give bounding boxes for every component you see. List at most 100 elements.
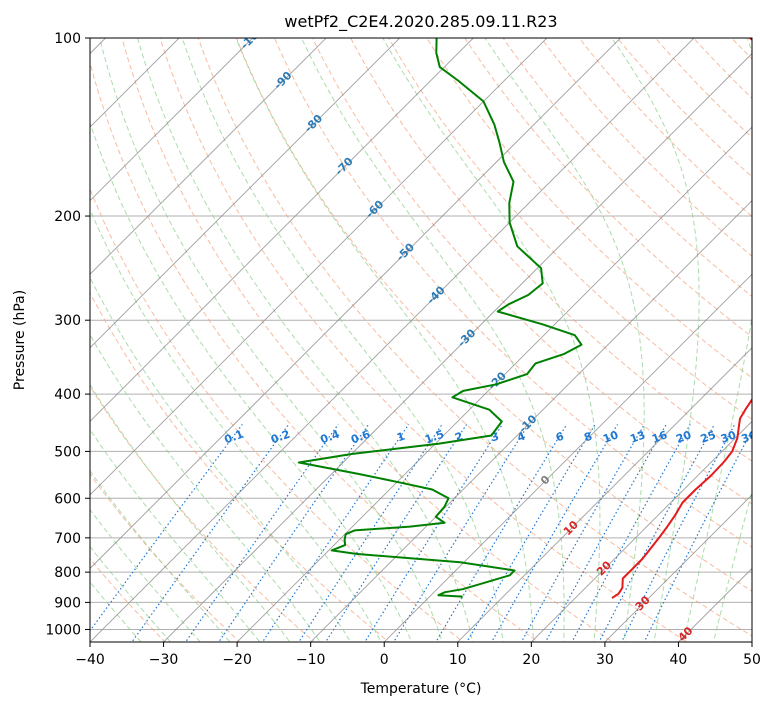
y-tick-label: 400 (54, 387, 81, 403)
mixing-ratio-label: 0.2 (269, 428, 292, 447)
mixing-ratio-line (325, 424, 468, 642)
mixing-ratio-line (544, 424, 667, 642)
moist-adiabat (136, 38, 474, 642)
mixing-ratio-line (364, 424, 503, 642)
mixing-ratio-line (466, 424, 596, 642)
dry-adiabat (90, 291, 390, 642)
plot-area: -100-90-80-70-60-50-40-30-20-10010203040… (0, 11, 752, 654)
y-tick-label: 100 (54, 31, 81, 47)
mixing-ratio-line (298, 424, 443, 642)
isotherm (90, 38, 474, 422)
dry-adiabat (273, 38, 752, 548)
dry-adiabat (616, 38, 752, 178)
y-tick-label: 700 (54, 531, 81, 547)
dry-adiabat (90, 385, 316, 642)
mixing-ratio-label: 30 (719, 428, 738, 446)
mixing-ratio-label: 0.6 (349, 427, 372, 446)
dry-adiabat (311, 38, 752, 505)
dry-adiabat (90, 473, 241, 642)
mixing-ratio-label: 25 (699, 428, 718, 445)
isotherm (383, 273, 752, 642)
moist-adiabat (382, 38, 601, 642)
isotherm (90, 38, 254, 202)
y-axis-ticks: 100 200 300 400 500 600 700 800 900 1000 (45, 31, 90, 638)
isotherm (457, 347, 752, 642)
mixing-ratio-label: 16 (650, 428, 669, 446)
x-tick-label: −20 (222, 652, 252, 668)
isotherm (0, 11, 59, 654)
mixing-ratio-line (131, 424, 290, 642)
mixing-ratio-label: 1 (395, 430, 407, 445)
pressure-gridlines (90, 38, 752, 630)
x-tick-label: 20 (522, 652, 540, 668)
x-tick-label: 40 (670, 652, 688, 668)
moist-adiabat (90, 545, 172, 642)
moist-adiabat (90, 581, 142, 642)
x-tick-label: −40 (75, 652, 105, 668)
mixing-ratio-label: 0.1 (223, 428, 246, 447)
moist-adiabat (484, 38, 645, 642)
y-tick-label: 600 (54, 491, 81, 507)
mixing-ratio-label: 0.4 (319, 427, 342, 446)
x-tick-label: 10 (449, 652, 467, 668)
isotherm (90, 38, 622, 570)
moist-adiabat (90, 508, 201, 642)
x-axis-label: Temperature (°C) (360, 681, 482, 697)
moist-adiabat (683, 38, 752, 642)
mixing-ratio-line (261, 424, 410, 642)
isotherm (236, 126, 752, 642)
moist-adiabat (90, 470, 231, 642)
moist-adiabat (235, 38, 535, 642)
mixing-ratio-label: 4 (516, 429, 528, 444)
chart-title: wetPf2_C2E4.2020.285.09.11.R23 (284, 12, 557, 32)
isotherm-label: -70 (333, 155, 356, 178)
isotherm (310, 200, 752, 642)
moist-adiabats (90, 38, 752, 642)
dry-adiabat (121, 38, 614, 642)
moist-adiabat (90, 276, 352, 642)
moist-adiabat (90, 208, 382, 642)
isotherm (90, 38, 180, 128)
mixing-ratio-line (571, 424, 691, 642)
isotherm-label: -30 (455, 326, 478, 349)
mixing-ratio-line (643, 429, 752, 642)
dry-adiabat (540, 38, 752, 257)
y-axis-label: Pressure (hPa) (12, 290, 28, 390)
moist-adiabat (90, 428, 261, 642)
mixing-ratio-label: 13 (628, 428, 647, 445)
moist-adiabat (90, 383, 291, 642)
moist-adiabat (300, 38, 565, 642)
isotherm-label: -40 (424, 283, 447, 306)
x-tick-label: −10 (296, 652, 326, 668)
x-tick-label: 50 (743, 652, 761, 668)
mixing-ratio-line (90, 424, 243, 632)
dry-adiabats (90, 38, 752, 642)
isotherm (677, 567, 752, 642)
isotherm (604, 494, 752, 642)
dry-adiabat (90, 187, 465, 642)
mixing-ratio-line (598, 424, 716, 642)
y-tick-label: 300 (54, 313, 81, 329)
mixing-ratio-line (393, 424, 530, 642)
temperature-line (611, 38, 752, 599)
mixing-ratio-label: 2 (453, 430, 465, 445)
isotherm-label: 10 (561, 518, 581, 538)
moist-adiabat (90, 121, 413, 642)
isotherms (0, 11, 752, 654)
moist-adiabat (181, 38, 504, 642)
mixing-ratio-line (184, 424, 339, 642)
y-tick-label: 1000 (45, 622, 81, 638)
dry-adiabat (90, 60, 539, 642)
mixing-ratio-label: 10 (601, 428, 620, 446)
dry-adiabat (502, 38, 752, 298)
isotherm-label: 20 (594, 558, 614, 578)
isotherm-label: 30 (633, 593, 653, 613)
sounding-series (297, 38, 752, 599)
isotherm (530, 420, 752, 642)
mixing-ratio-line (435, 424, 568, 642)
mixing-ratio-label: 1.5 (423, 428, 446, 447)
y-tick-label: 800 (54, 565, 81, 581)
isotherm (90, 38, 695, 642)
mixing-ratio-label: 8 (582, 430, 594, 445)
